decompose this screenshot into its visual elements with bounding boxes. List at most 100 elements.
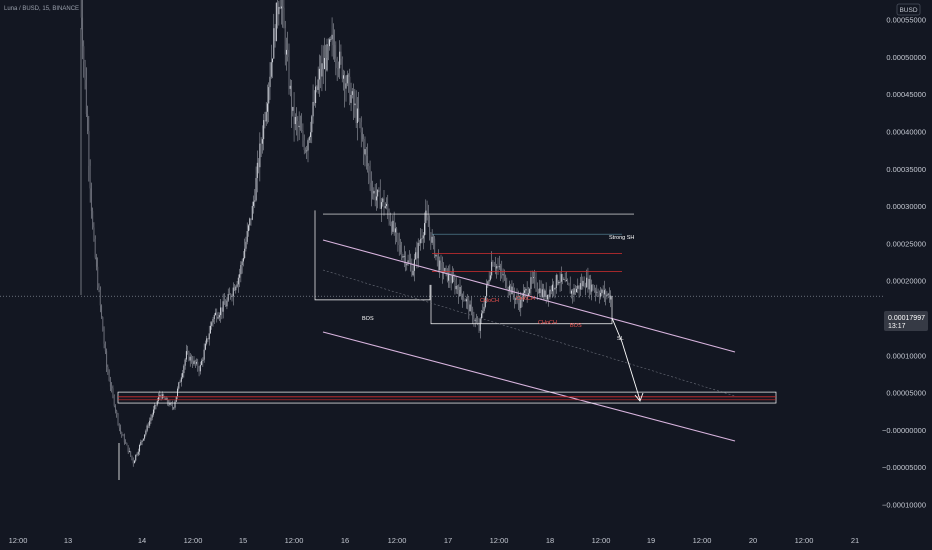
candle-body xyxy=(535,278,537,290)
candle-body xyxy=(213,314,215,320)
candle-body xyxy=(158,396,160,401)
candle-body xyxy=(417,242,419,259)
price-tick-label: −0.00000000 xyxy=(882,426,926,435)
candle-body xyxy=(92,211,94,228)
time-tick-label: 13 xyxy=(64,536,72,545)
candle-body xyxy=(345,83,347,89)
time-tick-label: 21 xyxy=(851,536,859,545)
candle-body xyxy=(337,67,339,69)
candles xyxy=(80,0,612,480)
candle-body xyxy=(163,394,165,398)
candle-body xyxy=(448,273,450,281)
candle-body xyxy=(126,443,128,446)
candle-body xyxy=(361,132,363,140)
candle-body xyxy=(97,266,99,288)
candle-body xyxy=(597,291,599,296)
candle-body xyxy=(95,257,97,267)
candle-body xyxy=(492,261,494,266)
candle-body xyxy=(255,177,257,201)
candle-body xyxy=(221,307,223,312)
candle-body xyxy=(323,57,325,70)
candle-body xyxy=(484,296,486,307)
candle-body xyxy=(422,235,424,239)
candle-body xyxy=(266,103,268,112)
candle-body xyxy=(117,414,119,424)
channel-upper-line[interactable] xyxy=(322,239,736,353)
candle-body xyxy=(602,289,604,295)
candle-body xyxy=(169,402,171,405)
candle-body xyxy=(359,118,361,123)
candle-body xyxy=(455,285,457,290)
candle-body xyxy=(536,289,538,292)
candle-body xyxy=(517,297,519,303)
candle-body xyxy=(581,283,583,287)
candle-body xyxy=(356,108,358,124)
candle-body xyxy=(411,265,413,276)
target-zone-box[interactable] xyxy=(117,391,777,404)
candle-body xyxy=(203,349,205,360)
price-tick-label: 0.00050000 xyxy=(886,53,926,62)
candle-body xyxy=(85,79,87,115)
candle-body xyxy=(216,312,218,319)
candle-body xyxy=(379,190,381,209)
candle-body xyxy=(437,256,439,271)
candle-body xyxy=(273,28,275,59)
candle-body xyxy=(82,17,84,47)
currency-badge[interactable] xyxy=(896,3,921,16)
candle-body xyxy=(351,91,353,95)
candle-body xyxy=(164,397,166,400)
candle-body xyxy=(412,270,414,276)
bos-line[interactable] xyxy=(314,210,431,301)
candle-body xyxy=(265,111,267,122)
candle-body xyxy=(511,286,513,295)
candle-body xyxy=(289,85,291,89)
price-axis[interactable]: 0.000600000.000550000.000500000.00045000… xyxy=(882,0,926,510)
candle-body xyxy=(307,140,309,151)
candle-body xyxy=(605,290,607,296)
time-axis[interactable]: 12:00 13 14 12:00 15 12:00 16 12:00 17 12:00 18 12:… xyxy=(9,536,860,545)
candle-body xyxy=(562,274,564,280)
candle-body xyxy=(317,79,319,90)
time-tick-label: 16 xyxy=(341,536,349,545)
candle-body xyxy=(239,274,241,278)
candle-body xyxy=(508,285,510,291)
candle-body xyxy=(557,275,559,284)
candle-body xyxy=(375,196,377,201)
channel-lower-line[interactable] xyxy=(322,331,736,442)
candle-body xyxy=(316,86,318,90)
candle-body xyxy=(459,286,461,297)
candle-body xyxy=(184,359,186,366)
candle-body xyxy=(464,300,466,302)
candle-body xyxy=(478,324,480,331)
candle-body xyxy=(544,290,546,297)
candle-body xyxy=(174,401,176,408)
candle-body xyxy=(344,75,346,89)
sl-line[interactable] xyxy=(430,284,613,325)
candle-body xyxy=(512,286,514,295)
candle-body xyxy=(320,68,322,77)
candle-body xyxy=(430,232,432,243)
candle-body xyxy=(301,130,303,131)
price-tick-label: 0.00040000 xyxy=(886,128,926,137)
candle-body xyxy=(90,188,92,212)
candle-body xyxy=(570,290,572,294)
candle-body xyxy=(109,380,111,387)
candle-body xyxy=(397,233,399,242)
candle-body xyxy=(102,317,104,332)
candle-body xyxy=(418,242,420,244)
candle-body xyxy=(116,410,118,415)
candle-body xyxy=(436,254,438,257)
price-tick-label: 0.00020000 xyxy=(886,277,926,286)
candle-body xyxy=(315,86,317,104)
candle-body xyxy=(521,296,523,302)
candle-body xyxy=(354,103,356,106)
candle-body xyxy=(256,162,258,178)
price-tick-label: 0.00030000 xyxy=(886,202,926,211)
candle-body xyxy=(206,338,208,344)
last-price-value: 0.00017997 xyxy=(888,315,925,322)
candle-body xyxy=(383,198,385,209)
projection-arrow[interactable] xyxy=(611,317,641,401)
candle-body xyxy=(608,293,610,300)
